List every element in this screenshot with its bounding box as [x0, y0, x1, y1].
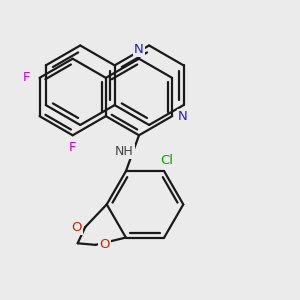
Text: O: O [99, 238, 110, 251]
Text: O: O [71, 220, 82, 233]
Text: N: N [178, 110, 187, 123]
Text: N: N [134, 44, 144, 56]
Text: F: F [69, 141, 76, 154]
Text: Cl: Cl [160, 154, 174, 166]
Text: NH: NH [115, 145, 134, 158]
Text: F: F [22, 71, 30, 84]
